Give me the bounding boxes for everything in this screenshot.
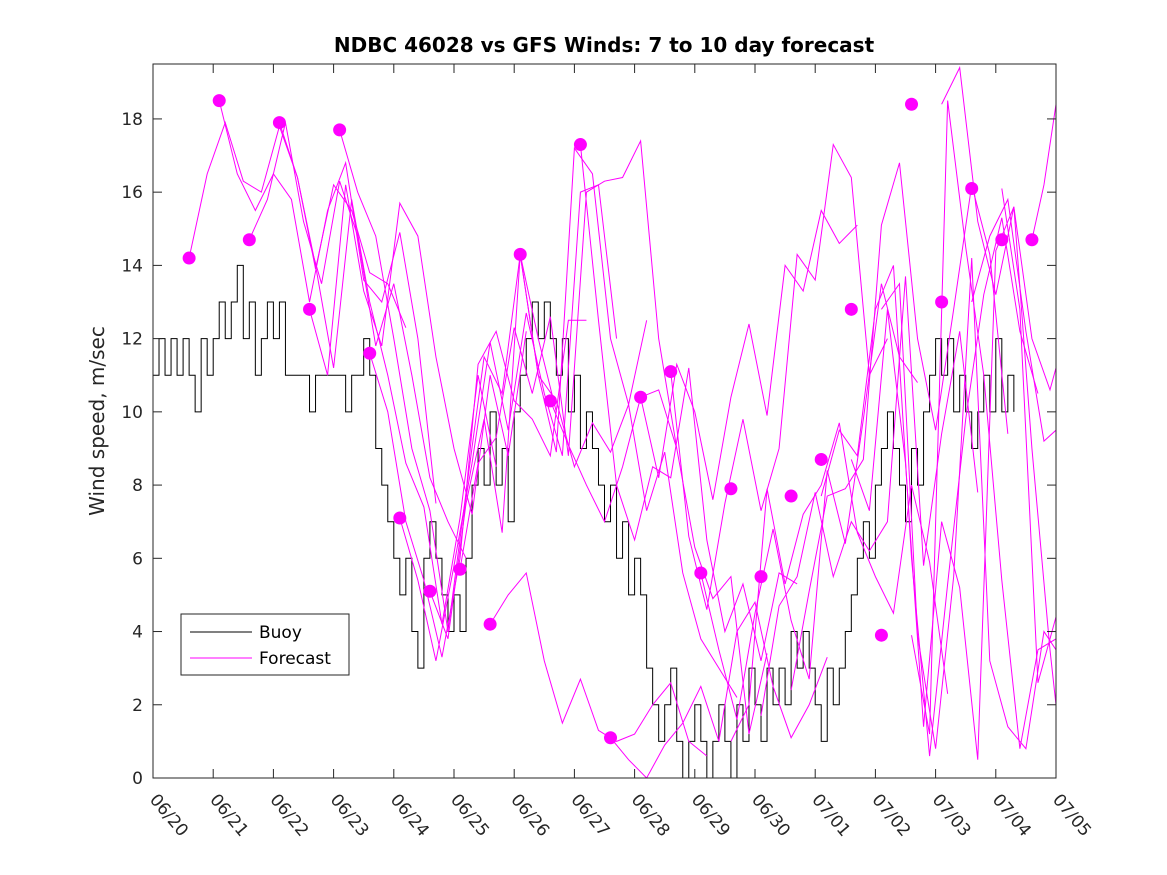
forecast-series-line-11 — [489, 571, 708, 757]
x-tick-label: 07/03 — [928, 790, 975, 840]
y-tick-label: 12 — [121, 330, 143, 350]
forecast-marker — [543, 394, 557, 408]
x-tick-label: 06/28 — [627, 790, 674, 840]
forecast-marker — [272, 116, 286, 130]
forecast-marker — [423, 584, 437, 598]
forecast-series-line-24 — [881, 258, 1056, 750]
forecast-marker — [664, 365, 678, 379]
forecast-marker — [513, 247, 527, 261]
x-tick-label: 07/01 — [807, 790, 854, 840]
forecast-marker — [363, 346, 377, 360]
forecast-marker — [874, 628, 888, 642]
forecast-marker — [905, 97, 919, 111]
forecast-series-line-25 — [911, 100, 1056, 749]
forecast-marker — [935, 295, 949, 309]
legend: Buoy Forecast — [180, 613, 350, 676]
y-tick-label: 4 — [132, 623, 143, 643]
y-tick-label: 0 — [132, 769, 143, 789]
buoy-series-line — [153, 264, 1015, 778]
forecast-series-line-2 — [218, 100, 437, 504]
forecast-series-line-7 — [369, 319, 587, 658]
forecast-marker — [303, 302, 317, 316]
forecast-series-line-26 — [941, 65, 1056, 392]
forecast-series-line-18 — [700, 283, 918, 720]
forecast-marker — [212, 94, 226, 108]
forecast-marker — [242, 233, 256, 247]
forecast-series-line-13 — [549, 389, 768, 735]
forecast-marker — [965, 181, 979, 195]
y-axis-label: Wind speed, m/sec — [85, 326, 109, 516]
x-tick-label: 06/25 — [446, 790, 493, 840]
legend-box — [180, 613, 350, 676]
forecast-series-line-29 — [1031, 104, 1056, 240]
y-tick-label: 8 — [132, 476, 143, 496]
x-tick-label: 06/23 — [326, 790, 373, 840]
y-tick-label: 16 — [121, 183, 143, 203]
forecast-series-line-17 — [670, 142, 888, 610]
forecast-series-line-19 — [730, 422, 949, 742]
forecast-marker — [604, 731, 618, 745]
forecast-marker — [453, 562, 467, 576]
forecast-series-line-20 — [760, 276, 979, 716]
x-tick-label: 07/04 — [988, 790, 1035, 840]
forecast-series-line-15 — [610, 600, 828, 778]
y-tick-label: 10 — [121, 403, 143, 423]
forecast-series-line-10 — [459, 139, 678, 570]
forecast-marker — [483, 617, 497, 631]
forecast-series-line-5 — [309, 184, 527, 515]
forecast-marker — [573, 138, 587, 152]
plot-frame — [152, 63, 1057, 779]
forecast-series-line-22 — [820, 217, 1039, 757]
plot-area: 0 2 4 6 8 10 12 14 16 18 06/20 06/21 06/22 06/23 06/24… — [121, 63, 1095, 841]
forecast-marker — [995, 233, 1009, 247]
forecast-series-line-28 — [1001, 188, 1056, 683]
x-tick-label: 06/24 — [386, 790, 433, 840]
forecast-series-line-8 — [399, 184, 618, 661]
forecast-series-line-27 — [971, 197, 1056, 443]
forecast-marker — [724, 482, 738, 496]
x-tick-label: 06/27 — [567, 790, 614, 840]
forecast-series-line-14 — [579, 144, 798, 661]
legend-label-forecast: Forecast — [259, 649, 331, 669]
y-tick-label: 14 — [121, 256, 143, 276]
forecast-marker — [754, 570, 768, 584]
x-tick-label: 06/20 — [145, 790, 192, 840]
forecast-marker — [634, 390, 648, 404]
x-tick-label: 06/26 — [506, 790, 553, 840]
forecast-series-line-23 — [850, 206, 1056, 760]
chart-title: NDBC 46028 vs GFS Winds: 7 to 10 day for… — [334, 33, 875, 57]
x-tick-label: 06/22 — [266, 790, 313, 840]
forecast-marker — [1025, 233, 1039, 247]
x-tick-label: 07/05 — [1048, 790, 1095, 840]
legend-label-buoy: Buoy — [259, 623, 302, 643]
x-tick-label: 06/30 — [747, 790, 794, 840]
forecast-series-line-16 — [640, 209, 858, 500]
forecast-marker — [814, 452, 828, 466]
x-tick-label: 06/21 — [205, 790, 252, 840]
y-tick-label: 6 — [132, 549, 143, 569]
y-tick-label: 18 — [121, 110, 143, 130]
forecast-marker — [393, 511, 407, 525]
x-tick-label: 07/02 — [868, 790, 915, 840]
forecast-marker — [182, 251, 196, 265]
y-tick-label: 2 — [132, 696, 143, 716]
forecast-marker — [784, 489, 798, 503]
x-tick-label: 06/29 — [687, 790, 734, 840]
forecast-marker — [694, 566, 708, 580]
forecast-marker — [844, 302, 858, 316]
forecast-marker — [333, 123, 347, 137]
forecast-series-line-4 — [278, 122, 497, 625]
marker-layer — [182, 94, 1039, 745]
